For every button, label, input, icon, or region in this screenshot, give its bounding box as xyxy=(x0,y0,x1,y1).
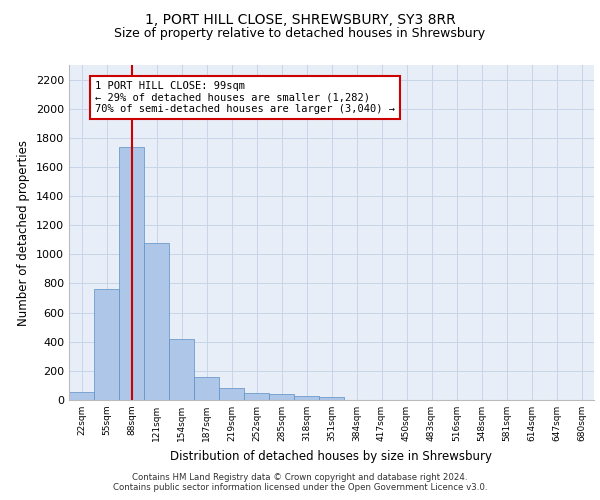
Bar xyxy=(144,244,169,400)
Text: 1, PORT HILL CLOSE, SHREWSBURY, SY3 8RR: 1, PORT HILL CLOSE, SHREWSBURY, SY3 8RR xyxy=(145,12,455,26)
Text: Contains HM Land Registry data © Crown copyright and database right 2024.: Contains HM Land Registry data © Crown c… xyxy=(132,472,468,482)
Bar xyxy=(69,392,94,400)
Bar xyxy=(269,394,294,400)
Bar xyxy=(194,378,219,400)
Y-axis label: Number of detached properties: Number of detached properties xyxy=(17,140,31,326)
Bar xyxy=(294,396,319,400)
Text: Contains public sector information licensed under the Open Government Licence v3: Contains public sector information licen… xyxy=(113,484,487,492)
Text: Size of property relative to detached houses in Shrewsbury: Size of property relative to detached ho… xyxy=(115,28,485,40)
Bar xyxy=(169,339,194,400)
Bar xyxy=(319,397,344,400)
Bar xyxy=(244,392,269,400)
Text: 1 PORT HILL CLOSE: 99sqm
← 29% of detached houses are smaller (1,282)
70% of sem: 1 PORT HILL CLOSE: 99sqm ← 29% of detach… xyxy=(95,81,395,114)
Bar xyxy=(119,146,144,400)
Bar xyxy=(94,290,119,400)
X-axis label: Distribution of detached houses by size in Shrewsbury: Distribution of detached houses by size … xyxy=(170,450,493,462)
Bar xyxy=(219,388,244,400)
